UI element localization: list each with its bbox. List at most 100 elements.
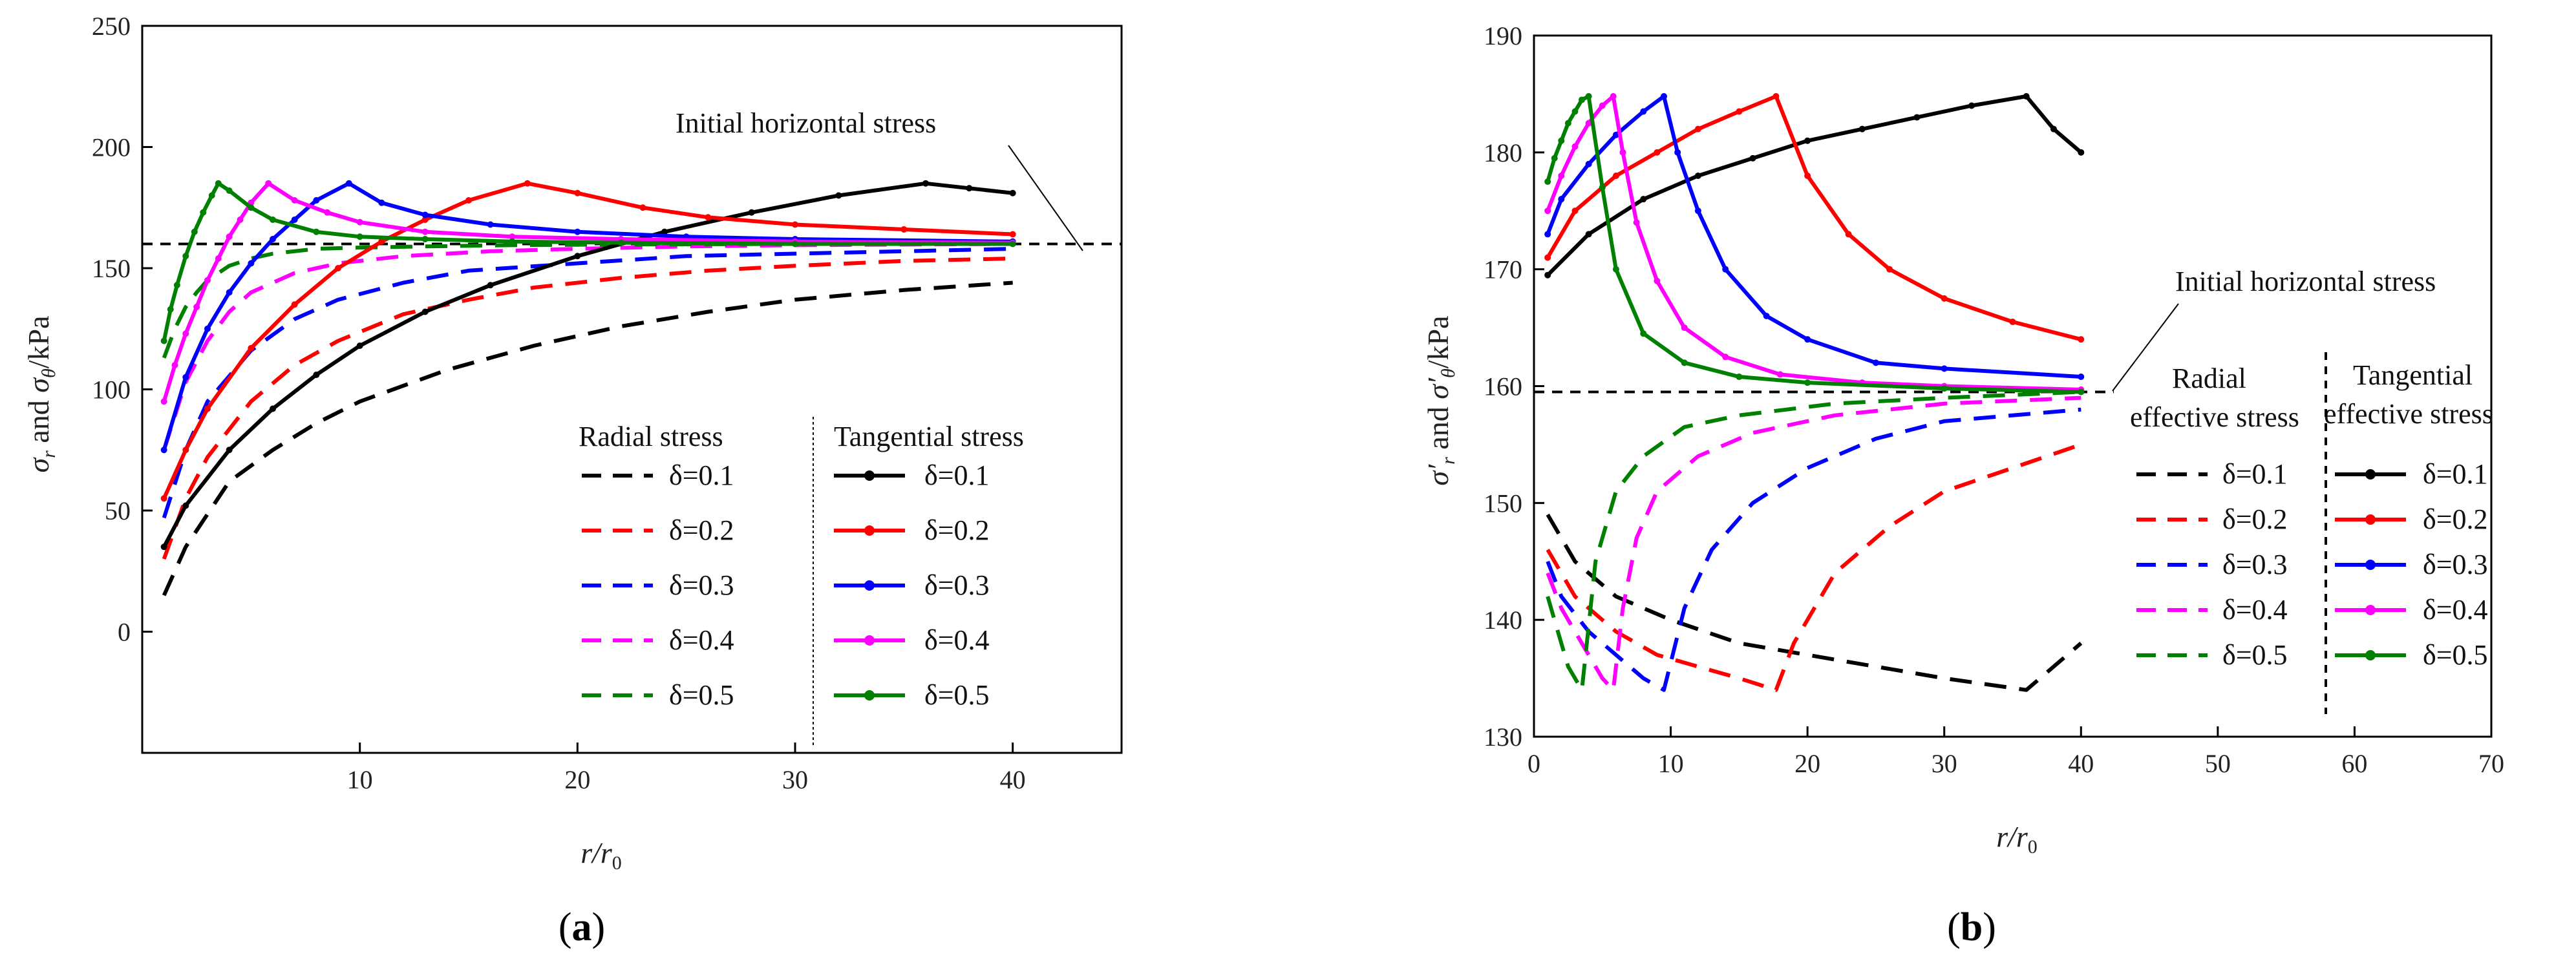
x-tick-label: 40 — [1000, 765, 1026, 794]
panel-b-series — [1544, 93, 2085, 692]
y-tick-label: 150 — [1484, 489, 1522, 518]
series-line-radial-5 — [162, 242, 1013, 359]
series-marker — [574, 253, 581, 260]
series-marker — [204, 405, 211, 412]
legend-tangential-label: δ=0.2 — [924, 514, 990, 546]
series-marker — [1763, 313, 1770, 319]
x-tick-label: 60 — [2341, 749, 2367, 778]
panel-a-series — [160, 180, 1016, 596]
series-marker — [160, 495, 167, 502]
series-marker — [1612, 266, 1619, 273]
legend-b-right-title-1: Tangential — [2353, 359, 2473, 391]
legend-a-left-title: Radial stress — [579, 421, 723, 452]
series-marker — [335, 265, 341, 271]
series-marker — [291, 301, 298, 308]
series-marker — [248, 260, 255, 267]
series-line-tangential-3 — [1546, 94, 2081, 379]
series-marker — [1845, 231, 1852, 238]
series-marker — [1579, 96, 1586, 103]
series-line-radial-4 — [1546, 395, 2081, 692]
legend-a-right-title: Tangential stress — [834, 421, 1024, 452]
series-marker — [2009, 319, 2016, 326]
series-marker — [1558, 196, 1565, 203]
series-marker — [208, 192, 215, 199]
legend-radial-label: δ=0.3 — [2222, 549, 2288, 580]
series-marker — [617, 239, 624, 246]
series-marker — [1640, 196, 1647, 203]
series-marker — [182, 374, 189, 381]
legend-tangential-label: δ=0.4 — [924, 624, 990, 656]
series-marker — [509, 238, 516, 245]
legend-tangential-label: δ=0.5 — [924, 679, 990, 711]
y-tick-label: 250 — [92, 12, 131, 41]
series-marker — [204, 325, 211, 332]
series-marker — [2078, 336, 2085, 343]
series-marker — [1694, 207, 1701, 215]
x-tick-label: 50 — [2205, 749, 2231, 778]
series-marker — [193, 304, 200, 310]
series-marker — [1009, 189, 1016, 196]
series-marker — [270, 405, 276, 412]
series-line-tangential-2 — [162, 181, 1013, 500]
panel-b-ylabel: σ′r and σ′θ/kPa — [1421, 315, 1459, 485]
series-marker — [1585, 120, 1592, 127]
series-marker — [1551, 154, 1558, 162]
legend-tangential-label: δ=0.5 — [2423, 639, 2488, 671]
series-marker — [160, 447, 167, 454]
series-marker — [2050, 125, 2057, 132]
series-marker — [248, 344, 255, 352]
series-marker — [421, 308, 429, 315]
series-marker — [1941, 385, 1948, 392]
series-marker — [1585, 93, 1592, 100]
legend-tangential-marker — [2365, 514, 2376, 525]
series-marker — [160, 337, 167, 344]
legend-tangential-label: δ=0.1 — [924, 459, 990, 491]
series-marker — [1804, 379, 1811, 386]
panel-b-legend: Radial effective stress Tangential effec… — [2130, 352, 2493, 714]
series-marker — [1722, 353, 1729, 361]
panel-b-label: (b) — [1947, 905, 1996, 949]
series-marker — [182, 447, 189, 454]
x-tick-label: 40 — [2068, 749, 2094, 778]
series-marker — [1872, 359, 1879, 366]
series-marker — [313, 228, 320, 235]
series-marker — [2078, 374, 2085, 381]
legend-tangential-label: δ=0.3 — [924, 569, 990, 601]
legend-b-left-title-1: Radial — [2172, 363, 2246, 394]
series-marker — [345, 180, 352, 187]
series-marker — [1654, 277, 1661, 284]
legend-tangential-marker — [2365, 605, 2376, 615]
x-tick-label: 30 — [782, 765, 808, 794]
x-tick-label: 30 — [1932, 749, 1957, 778]
series-marker — [182, 502, 189, 509]
series-marker — [182, 253, 189, 260]
x-tick-label: 70 — [2478, 749, 2504, 778]
series-marker — [1941, 365, 1948, 372]
series-marker — [313, 197, 320, 204]
legend-radial-label: δ=0.4 — [2222, 594, 2288, 626]
series-marker — [1633, 219, 1640, 226]
x-tick-label: 20 — [564, 765, 590, 794]
series-marker — [2023, 93, 2030, 100]
series-marker — [1558, 137, 1565, 144]
series-marker — [356, 218, 363, 226]
panel-b-annotation-pointer — [2112, 303, 2179, 392]
panel-a-ylabel: σr and σθ/kPa — [22, 315, 59, 472]
y-tick-label: 160 — [1484, 372, 1522, 401]
y-tick-label: 200 — [92, 133, 131, 162]
legend-tangential-marker — [864, 580, 875, 591]
series-marker — [356, 342, 363, 349]
series-marker — [1913, 114, 1921, 121]
series-marker — [1599, 184, 1606, 191]
series-marker — [182, 330, 189, 337]
series-marker — [1736, 374, 1743, 381]
y-tick-label: 170 — [1484, 255, 1522, 284]
series-marker — [1694, 173, 1701, 179]
series-marker — [1544, 254, 1551, 261]
series-marker — [487, 221, 494, 228]
y-tick-label: 0 — [118, 618, 131, 647]
series-line-tangential-5 — [162, 181, 1013, 342]
series-marker — [160, 543, 167, 551]
series-marker — [1968, 102, 1975, 109]
